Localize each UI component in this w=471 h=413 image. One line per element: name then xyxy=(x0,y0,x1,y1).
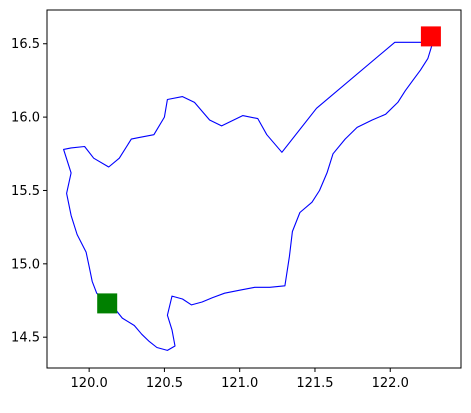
x-tick-label: 121.5 xyxy=(296,376,333,391)
x-tick-label: 121.0 xyxy=(221,376,258,391)
y-tick-label: 15.5 xyxy=(11,184,40,199)
y-axis: 14.5 15.0 15.5 16.0 16.5 xyxy=(11,37,47,346)
x-tick-label: 120.5 xyxy=(146,376,183,391)
y-tick-label: 16.0 xyxy=(11,111,40,126)
region-boundary xyxy=(63,28,433,351)
red-square-marker xyxy=(420,26,441,47)
axes-frame xyxy=(46,9,462,369)
x-axis: 120.0 120.5 121.0 121.5 122.0 xyxy=(71,368,409,391)
y-tick-label: 16.5 xyxy=(11,37,40,52)
y-tick-label: 14.5 xyxy=(11,331,40,346)
boundary-layer xyxy=(63,28,433,351)
marker-layer xyxy=(97,26,441,314)
x-tick-label: 122.0 xyxy=(372,376,409,391)
y-tick-label: 15.0 xyxy=(11,257,40,272)
green-square-marker xyxy=(97,293,118,314)
x-tick-label: 120.0 xyxy=(71,376,108,391)
